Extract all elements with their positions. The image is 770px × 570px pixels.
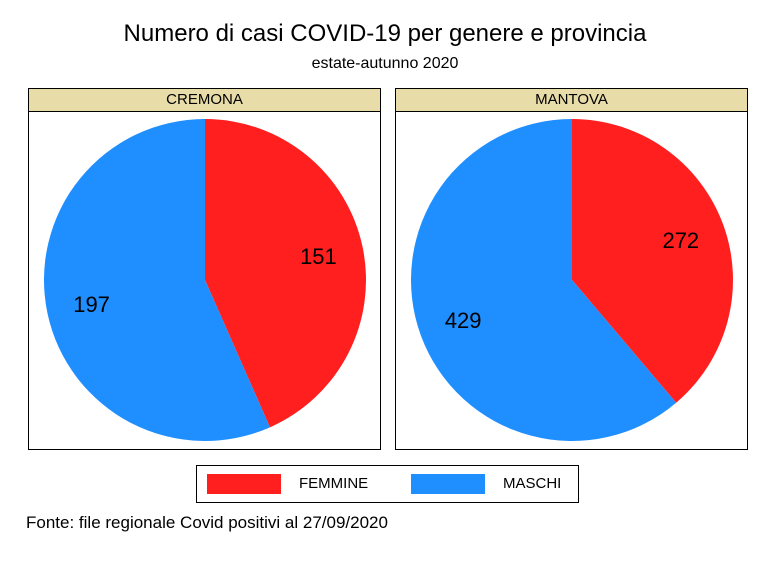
- panel-cremona: CREMONA 151 197: [28, 88, 381, 450]
- legend-label-femmine: FEMMINE: [299, 475, 369, 492]
- pie-plot-area: 272 429: [395, 111, 748, 450]
- legend-swatch-maschi: [411, 474, 485, 494]
- legend-label-maschi: MASCHI: [503, 475, 562, 492]
- panel-strip-label: CREMONA: [28, 88, 381, 112]
- legend: FEMMINE MASCHI: [196, 465, 579, 503]
- data-label-femmine: 272: [662, 228, 699, 253]
- pie-slice-femmine: [205, 119, 366, 428]
- source-note: Fonte: file regionale Covid positivi al …: [26, 513, 388, 532]
- data-label-maschi: 429: [445, 308, 482, 333]
- pie-chart-cremona: 151 197: [44, 119, 366, 441]
- pie-plot-area: 151 197: [28, 111, 381, 450]
- pie-slice-maschi: [44, 119, 270, 441]
- data-label-maschi: 197: [73, 292, 110, 317]
- data-label-femmine: 151: [300, 244, 337, 269]
- chart-subtitle: estate-autunno 2020: [311, 55, 459, 72]
- pie-slice-femmine: [572, 119, 733, 403]
- legend-swatch-femmine: [207, 474, 281, 494]
- pie-chart-mantova: 272 429: [411, 119, 733, 441]
- chart-title: Numero di casi COVID-19 per genere e pro…: [123, 20, 647, 47]
- panel-mantova: MANTOVA 272 429: [395, 88, 748, 450]
- panel-strip-label: MANTOVA: [395, 88, 748, 112]
- pie-slice-maschi: [411, 119, 677, 441]
